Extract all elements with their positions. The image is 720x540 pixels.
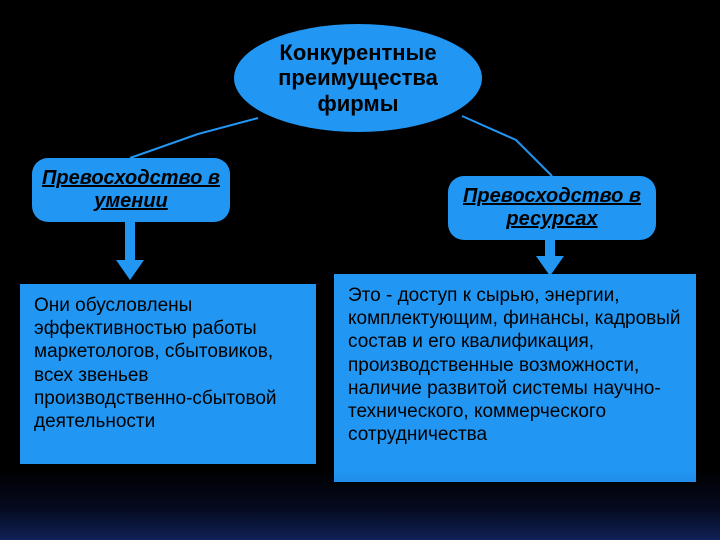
left-detail-node: Они обусловлены эффективностью работы ма… bbox=[20, 284, 316, 464]
right-arrow-head bbox=[536, 256, 564, 276]
right-arrow-stem bbox=[545, 240, 555, 256]
right-branch-node: Превосходство в ресурсах bbox=[448, 176, 656, 240]
edge-root-left bbox=[130, 118, 258, 158]
left-arrow-stem bbox=[125, 222, 135, 260]
right-detail-node: Это - доступ к сырью, энергии, комплекту… bbox=[334, 274, 696, 482]
root-node: Конкурентные преимущества фирмы bbox=[234, 24, 482, 132]
left-branch-node: Превосходство в умении bbox=[32, 158, 230, 222]
edge-root-right bbox=[462, 116, 552, 176]
left-arrow-head bbox=[116, 260, 144, 280]
